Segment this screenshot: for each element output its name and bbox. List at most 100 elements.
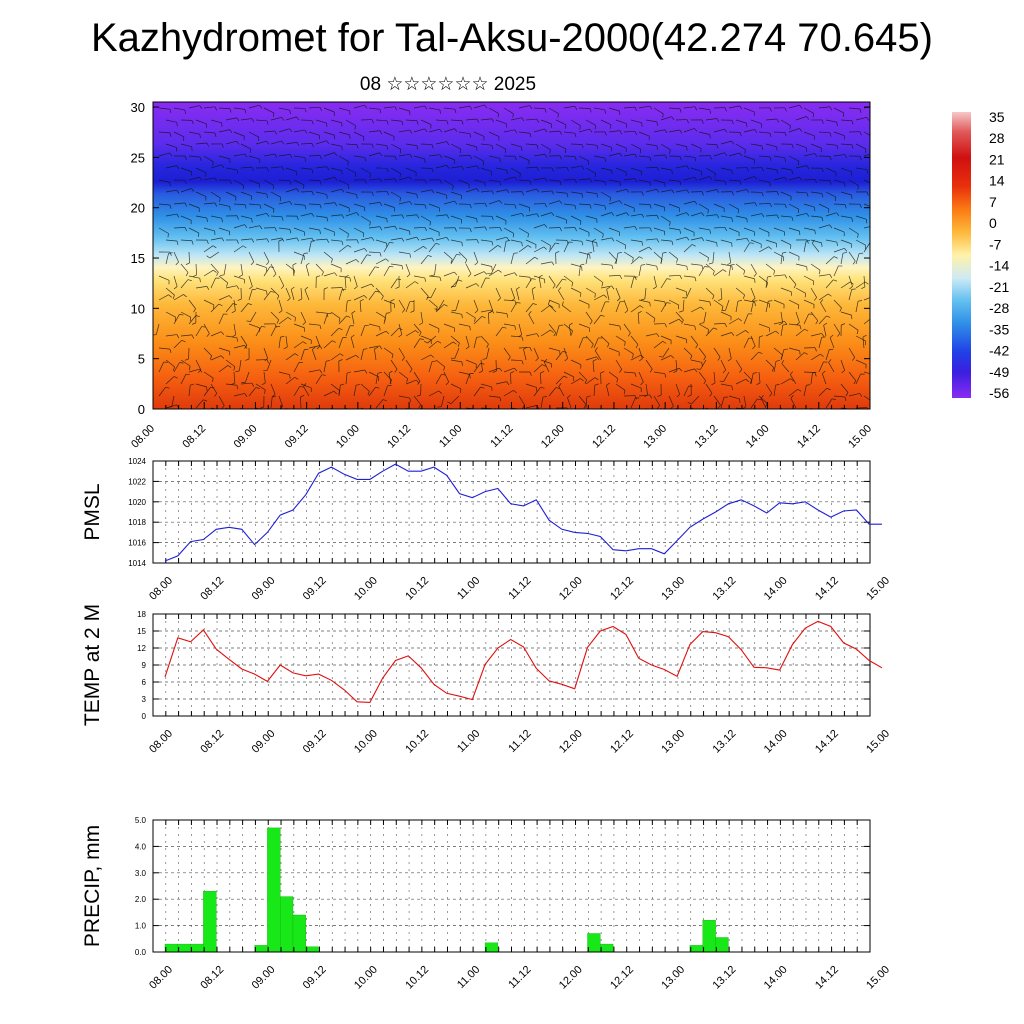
precip-x-tick-label: 08.00 — [147, 964, 175, 992]
wind-barb — [788, 388, 798, 397]
wind-barb-flag — [581, 165, 585, 170]
wind-barb — [758, 203, 771, 205]
wind-barb — [495, 143, 506, 150]
wind-barb-flag — [592, 358, 597, 362]
precip-bar — [203, 891, 217, 953]
wind-barb — [773, 321, 785, 325]
wind-barb — [465, 359, 477, 365]
wind-barb-flag — [341, 146, 343, 151]
wind-barb-flag — [296, 116, 300, 121]
wind-barb-flag — [694, 128, 698, 132]
wind-barb — [795, 352, 805, 361]
wind-barb — [548, 387, 557, 397]
wind-barb-flag — [849, 281, 854, 285]
wind-barb — [390, 143, 401, 150]
wind-barb — [563, 371, 574, 378]
wind-barb — [188, 299, 196, 309]
wind-barb-flag — [304, 157, 307, 162]
wind-barb — [683, 155, 695, 158]
precip-bar — [702, 920, 716, 953]
wind-barb-flag — [686, 266, 688, 271]
wind-barb — [158, 386, 166, 397]
wind-barb — [825, 279, 834, 289]
wind-barb — [705, 167, 716, 174]
wind-barb-flag — [844, 248, 848, 252]
wind-barb — [173, 314, 180, 325]
section-y-tick-label: 5 — [138, 352, 145, 367]
wind-barb-flag — [431, 237, 435, 242]
wind-barb-flag — [716, 118, 720, 123]
wind-barb-flag — [709, 134, 711, 139]
wind-barb-flag — [273, 273, 277, 278]
wind-barb-flag — [278, 310, 283, 314]
wind-barb-flag — [852, 409, 853, 413]
wind-barb-flag — [569, 322, 573, 326]
wind-barb — [195, 263, 197, 276]
wind-barb — [473, 362, 481, 373]
wind-barb-flag — [653, 286, 657, 290]
wind-barb-flag — [829, 274, 833, 279]
wind-barb — [225, 140, 237, 145]
wind-barb — [773, 385, 777, 397]
wind-barb — [353, 369, 365, 373]
wind-barb-flag — [852, 357, 855, 361]
wind-barb — [788, 251, 800, 257]
wind-barb-flag — [753, 372, 758, 374]
wind-barb — [405, 191, 417, 195]
wind-barb-flag — [624, 341, 626, 346]
wind-barb-flag — [289, 154, 293, 159]
wind-barb — [180, 311, 191, 318]
wind-barb — [713, 269, 724, 277]
wind-barb-flag — [229, 108, 232, 113]
wind-barb — [735, 263, 745, 271]
wind-barb-flag — [540, 386, 545, 389]
wind-barb — [375, 119, 387, 122]
wind-barb-flag — [624, 310, 629, 314]
wind-barb-flag — [418, 404, 422, 409]
wind-barb-flag — [551, 261, 555, 266]
wind-barb — [750, 239, 762, 245]
wind-barb — [623, 323, 631, 334]
wind-barb — [413, 226, 425, 229]
wind-barb-flag — [686, 236, 690, 241]
wind-barb-flag — [784, 132, 787, 137]
wind-barb-flag — [708, 262, 713, 265]
wind-barb-flag — [199, 278, 201, 283]
wind-barb — [315, 140, 327, 145]
wind-barb-flag — [632, 353, 634, 358]
wind-barb-flag — [454, 227, 457, 232]
wind-barb-flag — [647, 418, 650, 421]
wind-barb-flag — [589, 320, 593, 325]
wind-barb-flag — [446, 214, 450, 219]
wind-barb — [390, 167, 401, 174]
wind-barb — [725, 299, 730, 311]
wind-barb — [818, 224, 830, 229]
wind-barb — [743, 202, 755, 205]
wind-barb-flag — [873, 348, 877, 349]
wind-barb — [653, 341, 663, 349]
wind-barb-flag — [739, 369, 743, 373]
wind-barb — [360, 325, 366, 337]
wind-barb — [525, 383, 537, 388]
wind-barb — [263, 266, 271, 277]
wind-barb — [645, 263, 657, 267]
wind-barb — [405, 379, 417, 385]
wind-barb-flag — [229, 129, 233, 134]
wind-barb — [788, 155, 799, 162]
wind-barb — [225, 167, 237, 171]
wind-barb — [428, 361, 433, 373]
wind-barb — [600, 191, 611, 198]
wind-barb — [405, 167, 417, 173]
wind-barb-flag — [499, 367, 503, 372]
wind-barb — [705, 143, 717, 146]
wind-barb — [540, 143, 551, 150]
wind-barb-flag — [191, 188, 195, 192]
wind-barb-flag — [266, 120, 269, 125]
wind-barb — [833, 265, 839, 277]
wind-barb-flag — [686, 146, 688, 151]
wind-barb-flag — [658, 355, 663, 358]
wind-barb-flag — [869, 372, 870, 373]
wind-barb — [698, 227, 710, 231]
wind-barb-flag — [499, 200, 503, 204]
wind-barb-flag — [401, 121, 404, 126]
